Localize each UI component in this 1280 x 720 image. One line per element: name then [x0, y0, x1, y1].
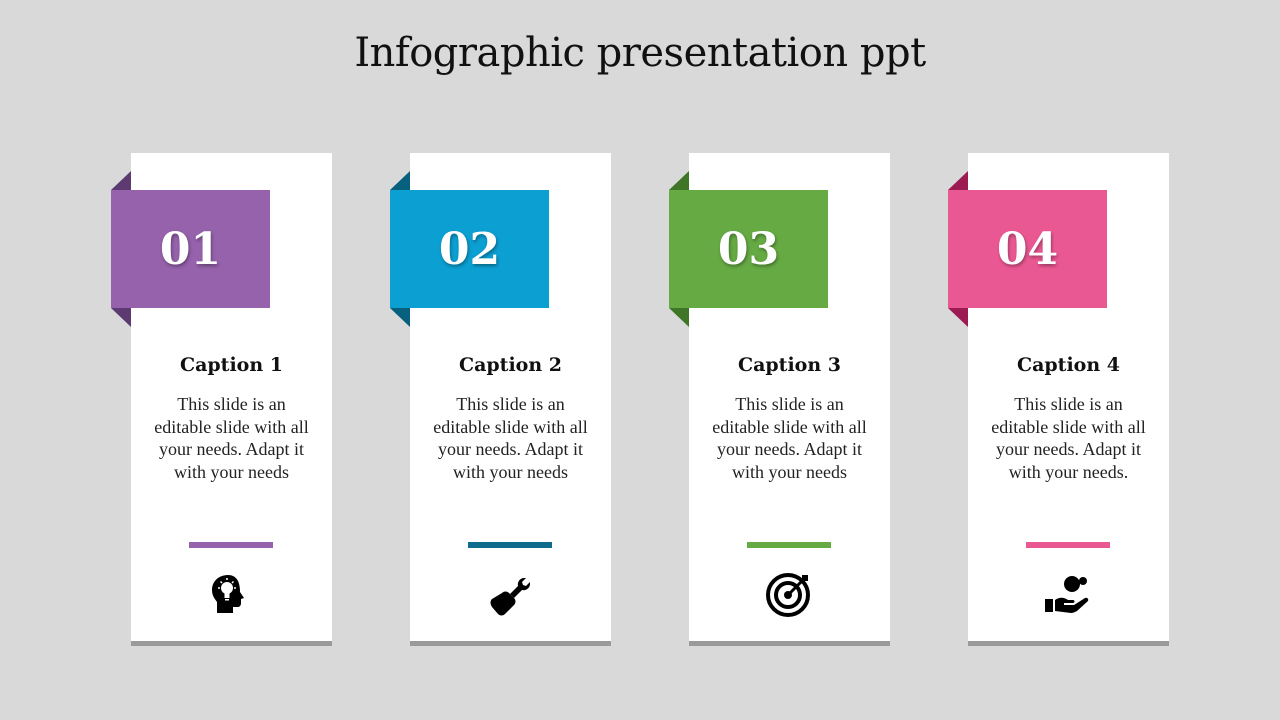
caption-body: This slide is an editable slide with all…	[433, 394, 588, 482]
ribbon-fold-bottom	[669, 308, 689, 327]
wrench-hand-icon	[490, 578, 530, 616]
number-badge: 03	[669, 190, 828, 308]
number-badge: 01	[111, 190, 270, 308]
number-badge: 04	[948, 190, 1107, 308]
number-label: 01	[159, 223, 222, 275]
number-label: 02	[438, 223, 501, 275]
hand-coin-icon	[1045, 576, 1089, 613]
card-3: 03 Caption 3 This slide is an editable s…	[669, 153, 890, 641]
number-label: 04	[996, 223, 1059, 275]
number-label: 03	[717, 223, 780, 275]
caption-body: This slide is an editable slide with all…	[712, 394, 867, 482]
caption-body: This slide is an editable slide with all…	[991, 394, 1146, 482]
caption-title: Caption 4	[1016, 354, 1121, 376]
target-icon	[766, 573, 810, 617]
head-lightbulb-icon	[212, 575, 244, 613]
ribbon-fold-top	[111, 171, 131, 190]
slide-title: Infographic presentation ppt	[354, 30, 926, 76]
accent-bar	[747, 542, 831, 548]
card-4: 04 Caption 4 This slide is an editable s…	[948, 153, 1169, 641]
ribbon-fold-bottom	[111, 308, 131, 327]
caption-body: This slide is an editable slide with all…	[154, 394, 309, 482]
ribbon-fold-bottom	[390, 308, 410, 327]
ribbon-fold-top	[390, 171, 410, 190]
ribbon-fold-top	[669, 171, 689, 190]
accent-bar	[1026, 542, 1110, 548]
card-2: 02 Caption 2 This slide is an editable s…	[390, 153, 611, 641]
ribbon-fold-bottom	[948, 308, 968, 327]
caption-title: Caption 3	[737, 354, 842, 376]
accent-bar	[468, 542, 552, 548]
accent-bar	[189, 542, 273, 548]
card-1: 01 Caption 1 This slide is an editable s…	[111, 153, 332, 641]
caption-title: Caption 1	[179, 354, 284, 376]
number-badge: 02	[390, 190, 549, 308]
caption-title: Caption 2	[458, 354, 563, 376]
ribbon-fold-top	[948, 171, 968, 190]
